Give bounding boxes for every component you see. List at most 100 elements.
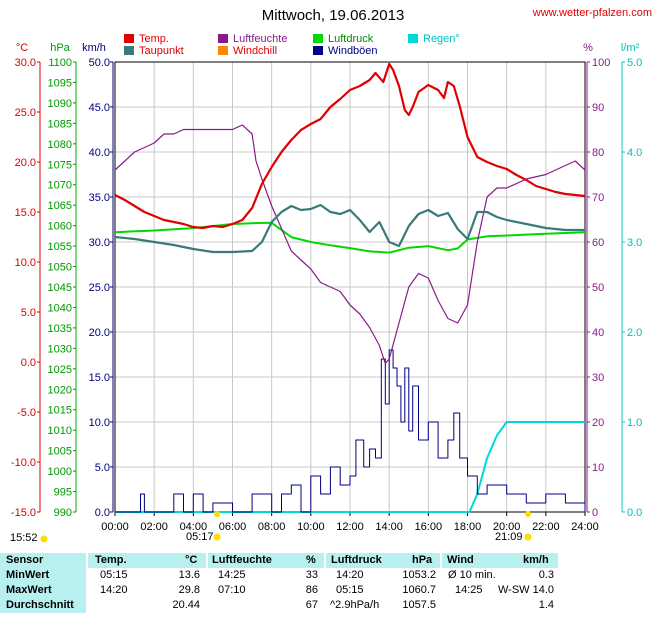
humidity-tick-label: 70 (592, 192, 604, 204)
temp-tick-label: -15.0 (11, 507, 36, 519)
temp-tick-label: 10.0 (15, 257, 36, 269)
pressure-tick-label: 1090 (48, 98, 72, 110)
wind-tick-label: 0.0 (95, 507, 110, 519)
temp-tick-label: 20.0 (15, 157, 36, 169)
header-wind: Wind (447, 554, 474, 566)
rain-tick-label: 1.0 (627, 417, 642, 429)
series-line-taupunkt (114, 203, 585, 254)
legend-label-luftfeuchte: Luftfeuchte (233, 33, 287, 45)
weather-chart: Mittwoch, 19.06.2013 www.wetter-pfalzen.… (10, 7, 652, 544)
pressure-tick-label: 1045 (48, 282, 72, 294)
x-tick-label: 04:00 (180, 521, 208, 533)
row-label-max: MaxWert (6, 584, 52, 596)
avg-temp-value: 20.44 (172, 599, 200, 611)
wind-tick-label: 35.0 (89, 192, 110, 204)
x-tick-label: 14:00 (375, 521, 403, 533)
min-temp-value: 13.6 (178, 569, 200, 581)
max-humidity-value: 86 (305, 584, 318, 596)
legend-label-windboeen: Windböen (328, 45, 378, 57)
sun-icon-prev (40, 535, 48, 543)
pressure-tick-label: 1015 (48, 405, 72, 417)
pressure-tick-label: 1025 (48, 364, 72, 376)
header-humidity: Luftfeuchte (212, 554, 272, 566)
wind-tick-label: 45.0 (89, 102, 110, 114)
pressure-tick-label: 1075 (48, 159, 72, 171)
max-temp-time: 14:20 (100, 584, 128, 596)
x-tick-label: 02:00 (140, 521, 168, 533)
pressure-tick-label: 1100 (48, 57, 72, 69)
legend-swatch-temp (124, 34, 134, 43)
temp-tick-label: -10.0 (11, 457, 36, 469)
header-pressure-unit: hPa (412, 554, 433, 566)
pressure-tick-label: 1005 (48, 446, 72, 458)
pressure-tick-label: 1080 (48, 139, 72, 151)
wind-tick-label: 5.0 (95, 462, 110, 474)
x-tick-label: 06:00 (219, 521, 247, 533)
unit-rain: l/m² (621, 42, 640, 54)
legend-label-temp: Temp. (139, 33, 169, 45)
max-humidity-time: 07:10 (218, 584, 246, 596)
sunset-icon (524, 533, 532, 541)
max-pressure-time: 05:15 (336, 584, 364, 596)
temp-tick-label: 25.0 (15, 107, 36, 119)
pressure-tick-label: 995 (54, 487, 72, 499)
min-wind-label: Ø 10 min. (448, 569, 496, 581)
legend-label-windchill: Windchill (233, 45, 277, 57)
max-temp-value: 29.8 (178, 584, 200, 596)
x-tick-label: 12:00 (336, 521, 364, 533)
unit-temp: °C (16, 42, 28, 54)
wind-tick-label: 20.0 (89, 327, 110, 339)
temp-axis-ticks: 30.0 25.0 20.0 15.0 10.0 5.0 0.0 -5.0 -10.0 -15.0 (11, 57, 40, 519)
x-tick-label: 20:00 (493, 521, 521, 533)
series-lines (114, 62, 586, 513)
wind-tick-label: 50.0 (89, 57, 110, 69)
header-temp: Temp. (95, 554, 127, 566)
pressure-tick-label: 1030 (48, 343, 72, 355)
legend-swatch-windchill (218, 46, 228, 55)
temp-tick-label: 5.0 (21, 307, 36, 319)
humidity-tick-label: 40 (592, 327, 604, 339)
rain-axis-ticks: 5.0 4.0 3.0 2.0 1.0 0.0 (622, 57, 642, 519)
x-tick-label: 18:00 (454, 521, 482, 533)
sunset-prev-label: 15:52 (10, 532, 38, 544)
min-pressure-time: 14:20 (336, 569, 364, 581)
pressure-tick-label: 1085 (48, 118, 72, 130)
legend: Temp. Luftfeuchte Luftdruck Regen° Taupu… (124, 33, 460, 57)
x-tick-label: 16:00 (415, 521, 443, 533)
min-wind-value: 0.3 (538, 569, 554, 581)
stats-row-min: MinWert 05:15 13.6 14:25 33 14:20 1053.2… (0, 568, 658, 583)
avg-wind-value: 1.4 (538, 599, 554, 611)
series-line-regen (115, 421, 585, 513)
sun-markers: 15:52 05:17 21:09 (10, 511, 532, 544)
header-sensor: Sensor (6, 554, 44, 566)
max-pressure-value: 1060.7 (402, 584, 436, 596)
sunrise-label: 05:17 (186, 531, 214, 543)
sunrise-axis-marker (214, 511, 220, 517)
wind-axis-ticks: 50.0 45.0 40.0 35.0 30.0 25.0 20.0 15.0 10.0 5.0 0… (89, 57, 113, 519)
temp-tick-label: 30.0 (15, 57, 36, 69)
wind-tick-label: 25.0 (89, 282, 110, 294)
unit-pressure: hPa (50, 42, 70, 54)
x-tick-label: 00:00 (101, 521, 129, 533)
pressure-tick-label: 1050 (48, 262, 72, 274)
legend-swatch-luftdruck (313, 34, 323, 43)
pressure-tick-label: 1055 (48, 241, 72, 253)
series-line-windben (115, 349, 586, 513)
header-temp-unit: °C (185, 554, 198, 566)
x-tick-label: 08:00 (258, 521, 286, 533)
rain-tick-label: 3.0 (627, 237, 642, 249)
x-tick-label: 24:00 (571, 521, 599, 533)
temp-tick-label: 0.0 (21, 357, 36, 369)
pressure-tick-label: 1035 (48, 323, 72, 335)
legend-swatch-regen (408, 34, 418, 43)
wind-tick-label: 15.0 (89, 372, 110, 384)
pressure-tick-label: 1000 (48, 466, 72, 478)
min-temp-time: 05:15 (100, 569, 128, 581)
sunset-label: 21:09 (495, 531, 523, 543)
avg-pressure-value: 1057.5 (402, 599, 436, 611)
rain-tick-label: 2.0 (627, 327, 642, 339)
humidity-tick-label: 90 (592, 102, 604, 114)
grid (115, 62, 585, 512)
site-url: www.wetter-pfalzen.com (532, 7, 652, 19)
